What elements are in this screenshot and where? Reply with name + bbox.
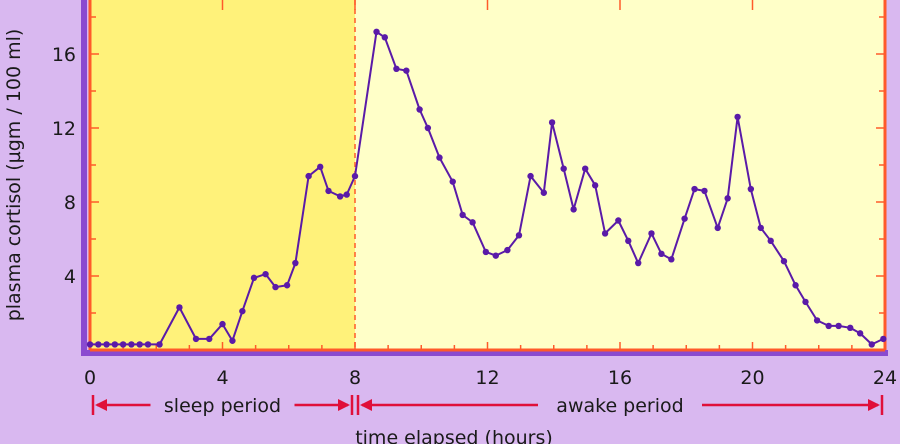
data-point	[802, 298, 809, 306]
data-point	[714, 224, 721, 232]
x-tick-label: 20	[740, 367, 764, 389]
data-point	[825, 322, 832, 330]
data-point	[325, 187, 332, 195]
x-axis-label: time elapsed (hours)	[355, 427, 553, 444]
data-point	[548, 119, 556, 126]
data-point	[262, 270, 269, 278]
data-point	[119, 341, 127, 348]
sleep-period-arrowhead-left	[95, 399, 107, 411]
data-point	[86, 341, 94, 348]
data-point	[515, 232, 523, 239]
data-point	[856, 330, 864, 337]
series-layer	[86, 28, 887, 348]
data-point	[272, 283, 279, 291]
data-point	[540, 189, 548, 196]
data-point	[780, 258, 788, 265]
data-point	[847, 324, 854, 331]
data-point	[668, 256, 675, 263]
data-point	[436, 154, 443, 161]
data-point	[635, 259, 642, 267]
data-point	[250, 274, 258, 282]
data-point	[156, 341, 163, 348]
data-point	[219, 320, 226, 328]
data-point	[283, 282, 291, 289]
data-point	[424, 124, 432, 132]
data-point	[176, 304, 183, 311]
data-point	[403, 67, 410, 74]
data-point	[351, 172, 359, 180]
data-point	[292, 259, 299, 267]
data-point	[835, 322, 842, 330]
data-point	[813, 317, 821, 324]
data-point	[747, 185, 755, 193]
x-tick-label: 8	[349, 367, 361, 389]
data-point	[625, 237, 632, 245]
data-point	[459, 211, 466, 219]
data-point	[527, 172, 534, 180]
data-point	[868, 341, 875, 348]
data-point	[128, 341, 135, 348]
x-tick-label: 12	[475, 367, 499, 389]
awake-period-label: awake period	[556, 395, 683, 417]
data-point	[560, 165, 567, 172]
x-tick-label: 4	[216, 367, 228, 389]
data-point	[658, 250, 665, 257]
y-tick-label: 4	[64, 266, 76, 288]
data-point	[504, 246, 511, 254]
data-point	[317, 163, 324, 171]
period-annotations: sleep period awake period	[91, 395, 884, 417]
data-point	[681, 215, 688, 222]
y-axis-label: plasma cortisol (µgm / 100 ml)	[3, 29, 25, 322]
awake-period-arrowhead-left	[360, 399, 372, 411]
x-tick-label: 16	[608, 367, 632, 389]
data-point	[343, 191, 350, 198]
data-point	[449, 178, 456, 185]
axes: 4812162004812162024	[52, 0, 897, 389]
data-point	[305, 172, 312, 180]
y-tick-label: 8	[64, 192, 76, 214]
data-point	[95, 341, 102, 348]
data-point	[648, 230, 655, 237]
sleep-period-arrowhead-right	[338, 399, 350, 411]
data-point	[144, 341, 152, 348]
data-point	[615, 217, 622, 224]
data-point	[757, 224, 764, 232]
data-point	[136, 341, 143, 348]
data-point	[336, 193, 344, 200]
data-point	[229, 337, 236, 344]
data-point	[192, 335, 200, 343]
data-point	[239, 307, 246, 315]
data-point	[691, 185, 698, 193]
y-tick-label: 16	[52, 44, 76, 66]
x-tick-label: 24	[873, 367, 897, 389]
data-point	[724, 195, 731, 202]
data-point	[880, 335, 887, 343]
plot-area	[90, 0, 885, 350]
awake-period-arrowhead-right	[868, 399, 880, 411]
data-point	[601, 230, 609, 237]
data-point	[792, 282, 799, 289]
data-point	[469, 219, 476, 226]
data-point	[767, 237, 774, 245]
data-point	[103, 341, 110, 348]
data-point	[111, 341, 119, 348]
data-point	[206, 335, 213, 343]
sleep-period-label: sleep period	[164, 395, 281, 417]
data-point	[482, 248, 490, 256]
sleep-region	[90, 0, 355, 350]
data-point	[393, 65, 400, 73]
data-point	[492, 252, 499, 259]
data-point	[381, 34, 389, 41]
data-point	[701, 187, 708, 195]
data-point	[373, 28, 380, 35]
data-point	[591, 182, 599, 189]
data-point	[570, 206, 577, 213]
data-point	[416, 106, 423, 113]
data-point	[734, 113, 741, 121]
x-tick-label: 0	[84, 367, 96, 389]
y-tick-label: 12	[52, 118, 76, 140]
awake-region	[355, 0, 885, 350]
data-point	[582, 165, 589, 172]
